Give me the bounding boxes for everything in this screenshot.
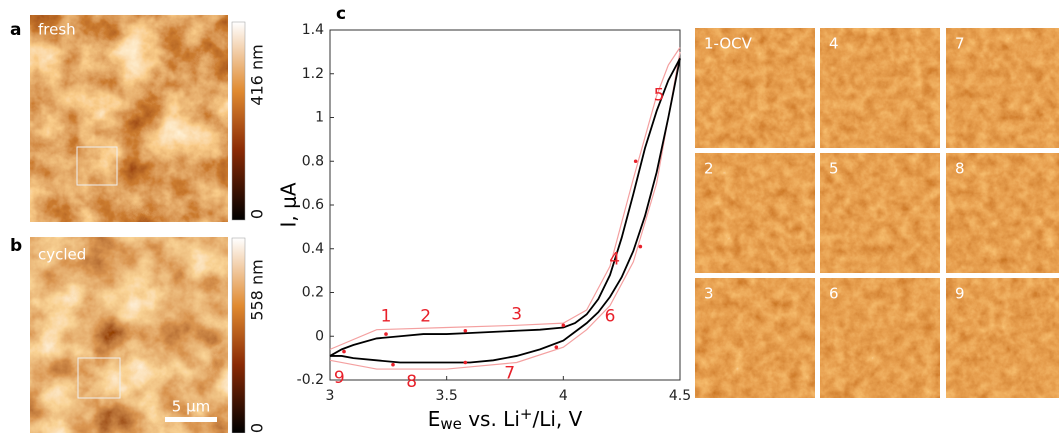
point-marker (342, 349, 346, 354)
afm-thumbnail (946, 278, 1059, 398)
x-axis-label-part: E (428, 407, 441, 431)
point-marker (463, 328, 468, 333)
thumbnail-label: 7 (955, 35, 965, 53)
thumbnail-label: 6 (829, 285, 839, 303)
x-axis-label-part: we (440, 415, 462, 433)
chart: -0.2 0 0.2 0.4 0.6 0.8 1 1.2 1.4 3 3.5 4 4.5 1 2 3 4 5 6 7 8… (297, 22, 691, 404)
annotation: 2 (420, 307, 431, 327)
point-marker (384, 332, 388, 336)
colorbar-min: 0 (248, 423, 267, 433)
y-tick-label: 0.4 (302, 241, 324, 257)
thumbnail-label: 8 (955, 160, 965, 178)
point-marker (554, 345, 559, 349)
annotation: 6 (605, 307, 616, 327)
y-tick-label: 0.6 (302, 197, 324, 213)
y-tick-label: 1.4 (302, 22, 324, 38)
thumbnail-label: 4 (829, 35, 839, 53)
afm-image (30, 15, 228, 222)
cv-curve (329, 58, 681, 357)
afm-thumbnail (820, 278, 940, 398)
afm-image (30, 237, 228, 433)
point-marker (638, 244, 643, 249)
thumbnail-label: 5 (829, 160, 839, 178)
point-marker (633, 159, 638, 164)
panel-label: a (10, 20, 21, 40)
y-axis-label: I, μA (277, 182, 301, 227)
x-axis-label-part: + (520, 405, 533, 423)
scale-bar-label: 5 μm (172, 398, 210, 416)
afm-thumbnail (695, 153, 815, 273)
colorbar-max: 558 nm (248, 259, 267, 320)
y-tick-label: 0 (315, 328, 324, 344)
colorbar (231, 237, 246, 433)
cv-curve (330, 58, 681, 364)
thumbnail-label: 3 (704, 285, 714, 303)
x-axis-label-part: /Li, V (532, 407, 582, 431)
panel-label: b (10, 236, 22, 256)
panel-label: c (336, 4, 346, 24)
point-marker (391, 362, 395, 367)
annotation: 9 (334, 368, 345, 388)
x-tick-label: 3 (326, 388, 335, 404)
x-tick-label: 4.5 (669, 388, 691, 404)
annotation: 1 (381, 307, 392, 327)
thumbnail-label: 1-OCV (704, 35, 753, 53)
cv-curve (329, 47, 681, 350)
x-tick-label: 4 (559, 388, 568, 404)
afm-thumbnail (946, 153, 1059, 273)
afm-thumbnail (695, 28, 815, 148)
x-tick-label: 3.5 (436, 388, 458, 404)
colorbar-min: 0 (248, 209, 267, 219)
afm-thumbnail (820, 28, 940, 148)
x-axis-label: Ewe vs. Li+/Li, V (428, 405, 583, 433)
annotation: 5 (654, 86, 665, 106)
point-marker (463, 360, 468, 365)
cv-curve (329, 51, 681, 370)
plot-area (329, 29, 681, 381)
y-tick-label: 1 (315, 110, 324, 126)
annotation: 8 (406, 372, 417, 392)
annotation: 4 (609, 250, 620, 270)
y-tick-label: -0.2 (297, 372, 324, 388)
roi-box (77, 357, 121, 399)
annotation: 7 (504, 363, 515, 383)
y-tick-label: 1.2 (302, 66, 324, 82)
afm-thumbnail (946, 28, 1059, 148)
colorbar (231, 21, 246, 221)
y-tick-label: 0.8 (302, 153, 324, 169)
x-axis-label-part: vs. Li (462, 407, 520, 431)
thumbnail-label: 2 (704, 160, 714, 178)
image-label: fresh (38, 21, 76, 39)
annotation: 3 (511, 304, 522, 324)
point-marker (561, 323, 566, 328)
afm-thumbnail (820, 153, 940, 273)
thumbnail-grid: 1-OCV 4 7 2 5 8 3 6 9 (695, 28, 1059, 398)
y-tick-label: 0.2 (302, 285, 324, 301)
colorbar-max: 416 nm (248, 44, 267, 105)
roi-box (76, 146, 118, 186)
scale-bar (165, 417, 217, 422)
afm-thumbnail (695, 278, 815, 398)
thumbnail-label: 9 (955, 285, 965, 303)
image-label: cycled (38, 246, 86, 264)
